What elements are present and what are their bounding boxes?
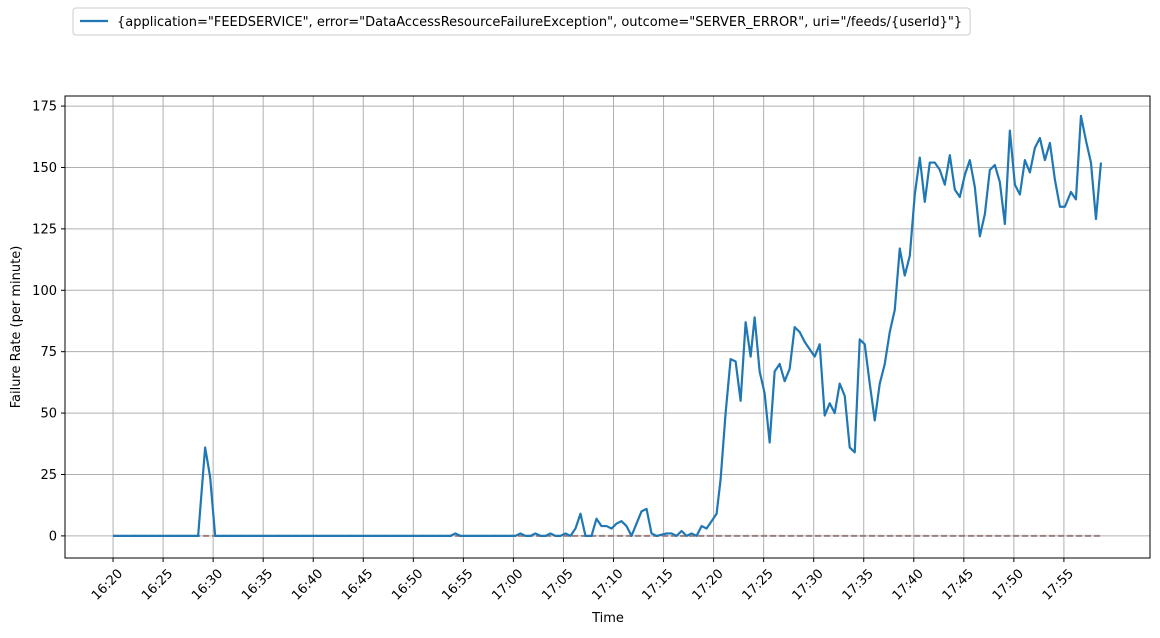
x-tick-label: 16:50 <box>389 566 426 603</box>
x-axis-label: Time <box>591 611 624 626</box>
x-tick-label: 16:25 <box>139 566 176 603</box>
x-tick-label: 16:55 <box>439 566 476 603</box>
x-tick-label: 17:35 <box>840 566 877 603</box>
y-tick-label: 150 <box>32 161 57 176</box>
x-tick-label: 17:20 <box>690 566 727 603</box>
legend: {application="FEEDSERVICE", error="DataA… <box>72 7 971 36</box>
data-line <box>113 114 1103 537</box>
x-tick-label: 16:35 <box>239 566 276 603</box>
x-tick-label: 17:55 <box>1040 566 1077 603</box>
y-tick-label: 175 <box>32 100 57 115</box>
axes-frame <box>64 95 1151 559</box>
legend-label: {application="FEEDSERVICE", error="DataA… <box>117 15 962 30</box>
y-tick-label: 25 <box>40 468 57 483</box>
y-tick-label: 125 <box>32 222 57 237</box>
x-tick-label: 16:20 <box>89 566 126 603</box>
y-tick-label: 50 <box>40 407 57 422</box>
y-tick-label: 75 <box>40 345 57 360</box>
x-tick-label: 17:00 <box>489 566 526 603</box>
x-tick-label: 17:05 <box>539 566 576 603</box>
x-tick-label: 17:25 <box>740 566 777 603</box>
x-tick-label: 16:40 <box>289 566 326 603</box>
x-tick-label: 17:50 <box>990 566 1027 603</box>
x-tick-label: 16:45 <box>339 566 376 603</box>
legend-box <box>72 7 971 36</box>
y-tick-label: 0 <box>49 529 57 544</box>
x-tick-label: 17:40 <box>890 566 927 603</box>
x-tick-label: 17:30 <box>790 566 827 603</box>
y-tick-label: 100 <box>32 284 57 299</box>
x-tick-label: 16:30 <box>189 566 226 603</box>
x-tick-label: 17:10 <box>589 566 626 603</box>
x-tick-label: 17:45 <box>940 566 977 603</box>
y-axis-label: Failure Rate (per minute) <box>9 246 24 409</box>
x-tick-label: 17:15 <box>639 566 676 603</box>
